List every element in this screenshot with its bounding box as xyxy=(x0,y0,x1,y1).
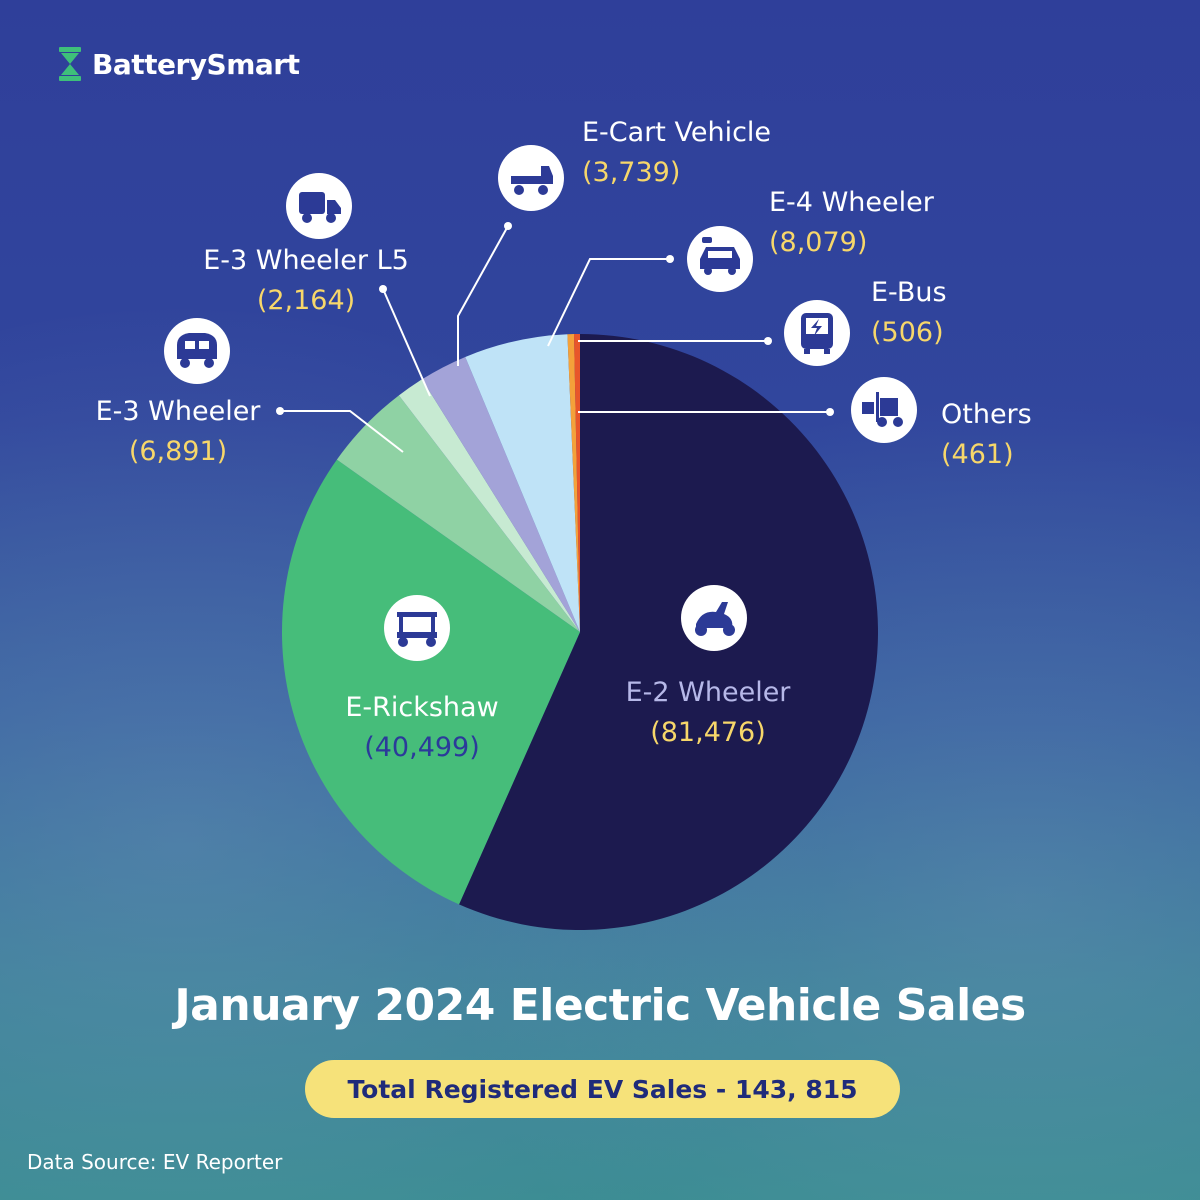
category-labels: E-2 Wheeler (81,476) E-Rickshaw (40,499) E-3… xyxy=(96,117,1032,763)
label-e-bus: E-Bus xyxy=(871,277,947,308)
label-e-3-wheeler: E-3 Wheeler xyxy=(96,396,262,427)
slice-e-4-wheeler xyxy=(465,334,580,632)
leader-line-e-4-wheeler xyxy=(547,258,670,347)
value-e-cart-vehicle: (3,739) xyxy=(582,157,680,188)
auto-rickshaw-icon xyxy=(164,318,230,384)
leader-dot-e-3-wheeler xyxy=(276,407,284,415)
label-others: Others xyxy=(941,399,1032,430)
leader-dot-e-4-wheeler xyxy=(666,255,674,263)
leader-dot-e-cart-vehicle xyxy=(504,222,512,230)
leader-lines xyxy=(276,222,834,453)
slice-e-2-wheeler xyxy=(459,334,878,930)
brand-name: BatterySmart xyxy=(92,47,300,81)
leader-line-e-3-wheeler-l5 xyxy=(382,288,431,397)
pie-slices xyxy=(281,334,878,930)
battery-hourglass-icon xyxy=(59,47,81,81)
truck-icon xyxy=(286,173,352,239)
e-rickshaw-icon xyxy=(384,595,450,661)
slice-e-rickshaw xyxy=(281,459,580,905)
total-sales-badge: Total Registered EV Sales - 143, 815 xyxy=(305,1060,900,1118)
leader-line-e-cart-vehicle xyxy=(457,225,509,366)
label-e-rickshaw: E-Rickshaw xyxy=(345,692,498,723)
slice-e-cart-vehicle xyxy=(422,356,580,632)
leader-dot-e-bus xyxy=(764,337,772,345)
brand-logo: BatterySmart xyxy=(56,46,300,82)
slice-e-3-wheeler xyxy=(336,395,580,632)
slice-e-3-wheeler-l5 xyxy=(398,379,580,632)
leader-dot-others xyxy=(826,408,834,416)
category-icons xyxy=(164,145,917,661)
value-e-3-wheeler-l5: (2,164) xyxy=(257,285,355,316)
slice-e-bus xyxy=(567,334,580,632)
leader-line-e-3-wheeler xyxy=(280,410,404,453)
value-e-2-wheeler: (81,476) xyxy=(650,717,766,748)
value-others: (461) xyxy=(941,439,1014,470)
bus-icon xyxy=(784,300,850,366)
label-e-cart-vehicle: E-Cart Vehicle xyxy=(582,117,771,148)
value-e-rickshaw: (40,499) xyxy=(364,732,480,763)
chart-title: January 2024 Electric Vehicle Sales xyxy=(174,980,1026,1031)
cart-vehicle-icon xyxy=(498,145,564,211)
leader-dot-e-3-wheeler-l5 xyxy=(379,285,387,293)
label-e-2-wheeler: E-2 Wheeler xyxy=(626,677,792,708)
label-e-3-wheeler-l5: E-3 Wheeler L5 xyxy=(203,245,409,276)
forklift-icon xyxy=(851,377,917,443)
value-e-bus: (506) xyxy=(871,317,944,348)
electric-car-icon xyxy=(687,226,753,292)
label-e-4-wheeler: E-4 Wheeler xyxy=(769,187,935,218)
slice-others xyxy=(574,334,580,632)
value-e-4-wheeler: (8,079) xyxy=(769,227,867,258)
data-source: Data Source: EV Reporter xyxy=(27,1150,283,1174)
scooter-icon xyxy=(681,585,747,651)
value-e-3-wheeler: (6,891) xyxy=(129,436,227,467)
